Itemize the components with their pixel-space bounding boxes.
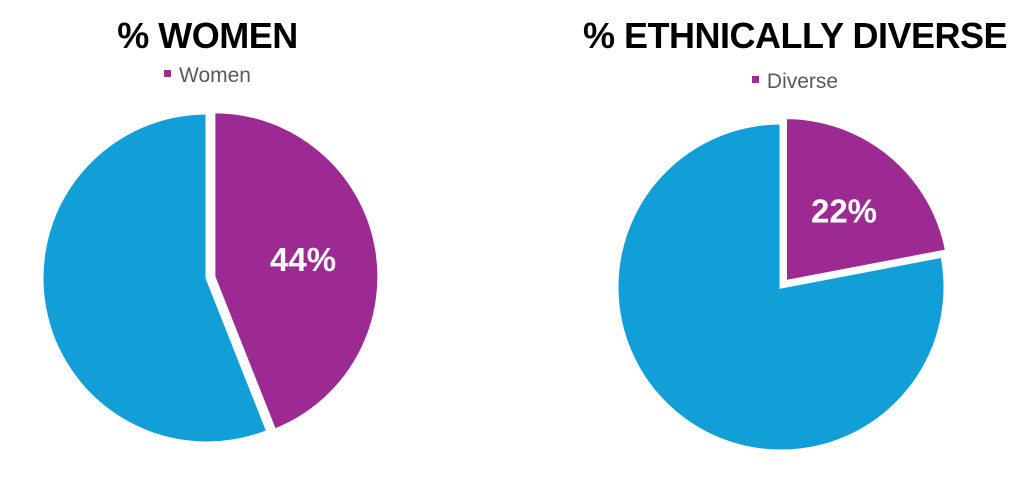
pie-slice-women xyxy=(212,110,381,433)
chart-women: % WOMEN Women 44% xyxy=(0,0,415,486)
pie-slice-remainder xyxy=(615,121,947,453)
pie-chart: 44% xyxy=(40,110,381,445)
chart-ethnically-diverse: % ETHNICALLY DIVERSE Diverse 22% xyxy=(575,0,1015,486)
pie-chart: 22% xyxy=(615,116,949,453)
pie-slice-diverse xyxy=(783,116,949,284)
chart-title: % ETHNICALLY DIVERSE xyxy=(582,15,1008,56)
legend-swatch xyxy=(751,75,759,83)
legend: Diverse xyxy=(575,70,1015,94)
legend-label: Diverse xyxy=(766,70,839,93)
data-label: 44% xyxy=(270,241,336,278)
legend-swatch xyxy=(164,69,171,77)
chart-title: % WOMEN xyxy=(117,15,298,56)
legend-label: Women xyxy=(179,64,251,87)
data-label: 22% xyxy=(811,192,877,229)
legend: Women xyxy=(0,64,415,88)
pie-slice-remainder xyxy=(40,111,270,445)
